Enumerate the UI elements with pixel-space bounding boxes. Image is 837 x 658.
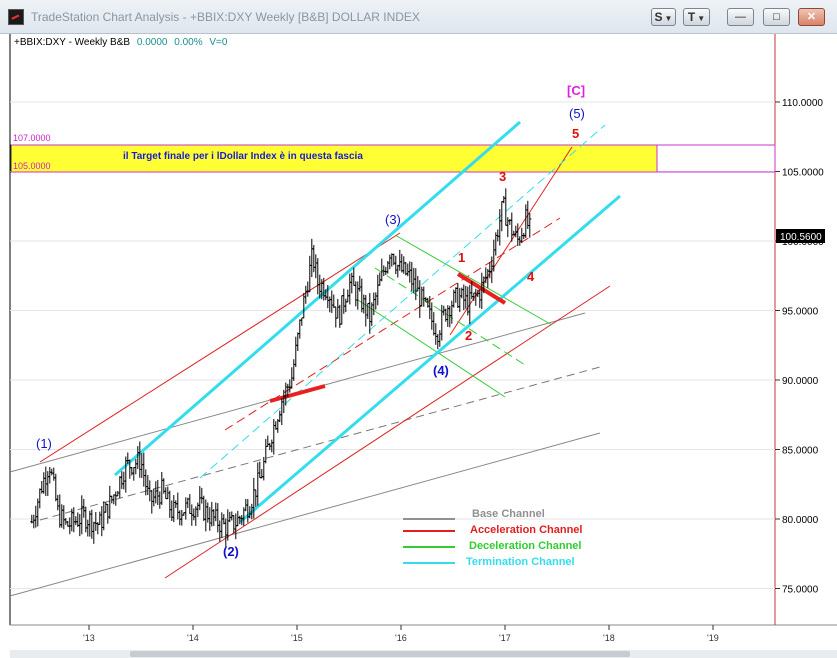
close-button[interactable]: ✕ bbox=[798, 8, 825, 26]
target-zone-note: il Target finale per i lDollar Index è i… bbox=[123, 151, 363, 162]
y-tick-label: 110.0000 bbox=[782, 98, 823, 109]
minimize-button[interactable]: — bbox=[727, 8, 754, 26]
window-title: TradeStation Chart Analysis - +BBIX:DXY … bbox=[31, 10, 420, 24]
base-channel-middle bbox=[39, 366, 601, 521]
window-titlebar: TradeStation Chart Analysis - +BBIX:DXY … bbox=[0, 0, 837, 34]
x-tick-label: '16 bbox=[395, 633, 407, 643]
termination-channel-upper bbox=[114, 120, 521, 477]
symbol-link-s-button[interactable]: S ▼ bbox=[651, 8, 676, 26]
price-bars bbox=[30, 188, 532, 547]
subwave-label-1: 1 bbox=[458, 250, 465, 265]
wave-label-c: [C] bbox=[567, 83, 585, 98]
legend-label: Acceleration Channel bbox=[470, 524, 582, 536]
x-tick-label: '19 bbox=[707, 633, 719, 643]
legend-label: Base Channel bbox=[472, 508, 545, 520]
y-tick-label: 80.0000 bbox=[782, 515, 819, 526]
price-chart[interactable]: +BBIX:DXY - Weekly B&B 0.0000 0.00% V=0 … bbox=[0, 34, 837, 658]
wave-label-5: (5) bbox=[569, 106, 585, 121]
subwave-label-2: 2 bbox=[465, 328, 472, 343]
wave-label-2: (2) bbox=[223, 544, 239, 559]
breakout-marker-2015 bbox=[269, 384, 326, 403]
accel-channel-lower bbox=[164, 285, 611, 579]
wave-label-1: (1) bbox=[36, 436, 52, 451]
decel-channel-lower bbox=[357, 299, 506, 398]
termination-channel-middle bbox=[199, 124, 606, 479]
symbol-link-t-button[interactable]: T ▼ bbox=[683, 8, 710, 26]
y-tick-label: 75.0000 bbox=[782, 585, 819, 596]
y-tick-label: 85.0000 bbox=[782, 446, 819, 457]
time-scrollbar-thumb[interactable] bbox=[130, 651, 630, 657]
y-tick-label: 95.0000 bbox=[782, 307, 819, 318]
target-low-label: 105.0000 bbox=[13, 161, 51, 171]
y-tick-label: 105.0000 bbox=[782, 168, 824, 179]
maximize-button[interactable]: □ bbox=[763, 8, 790, 26]
y-tick-label: 90.0000 bbox=[782, 376, 819, 387]
wave-label-3: (3) bbox=[385, 212, 401, 227]
symbol-header: +BBIX:DXY - Weekly B&B 0.0000 0.00% V=0 bbox=[14, 37, 228, 48]
x-tick-label: '15 bbox=[291, 633, 303, 643]
target-high-label: 107.0000 bbox=[13, 133, 51, 143]
chart-background bbox=[10, 34, 837, 658]
wave-label-4: (4) bbox=[433, 363, 449, 378]
subwave-label-4: 4 bbox=[527, 269, 535, 284]
channel-legend: Base Channel Acceleration Channel Decelera… bbox=[403, 508, 582, 568]
termination-channel-lower bbox=[239, 194, 621, 524]
decel-channel-upper bbox=[394, 234, 553, 326]
accel-channel-extension bbox=[449, 146, 573, 336]
accel-channel-upper bbox=[39, 232, 401, 463]
last-price-value: 100.5600 bbox=[780, 232, 822, 243]
x-tick-label: '18 bbox=[603, 633, 615, 643]
tradestation-app-icon bbox=[8, 9, 24, 25]
legend-label: Deceleration Channel bbox=[469, 540, 581, 552]
x-tick-label: '13 bbox=[83, 633, 95, 643]
subwave-label-5: 5 bbox=[572, 126, 579, 141]
base-channel-lower bbox=[9, 432, 601, 597]
legend-label: Termination Channel bbox=[466, 556, 575, 568]
last-price-box bbox=[776, 229, 825, 243]
subwave-label-3: 3 bbox=[499, 169, 506, 184]
accel-channel-middle bbox=[224, 217, 561, 431]
x-tick-label: '14 bbox=[187, 633, 199, 643]
x-tick-label: '17 bbox=[499, 633, 511, 643]
